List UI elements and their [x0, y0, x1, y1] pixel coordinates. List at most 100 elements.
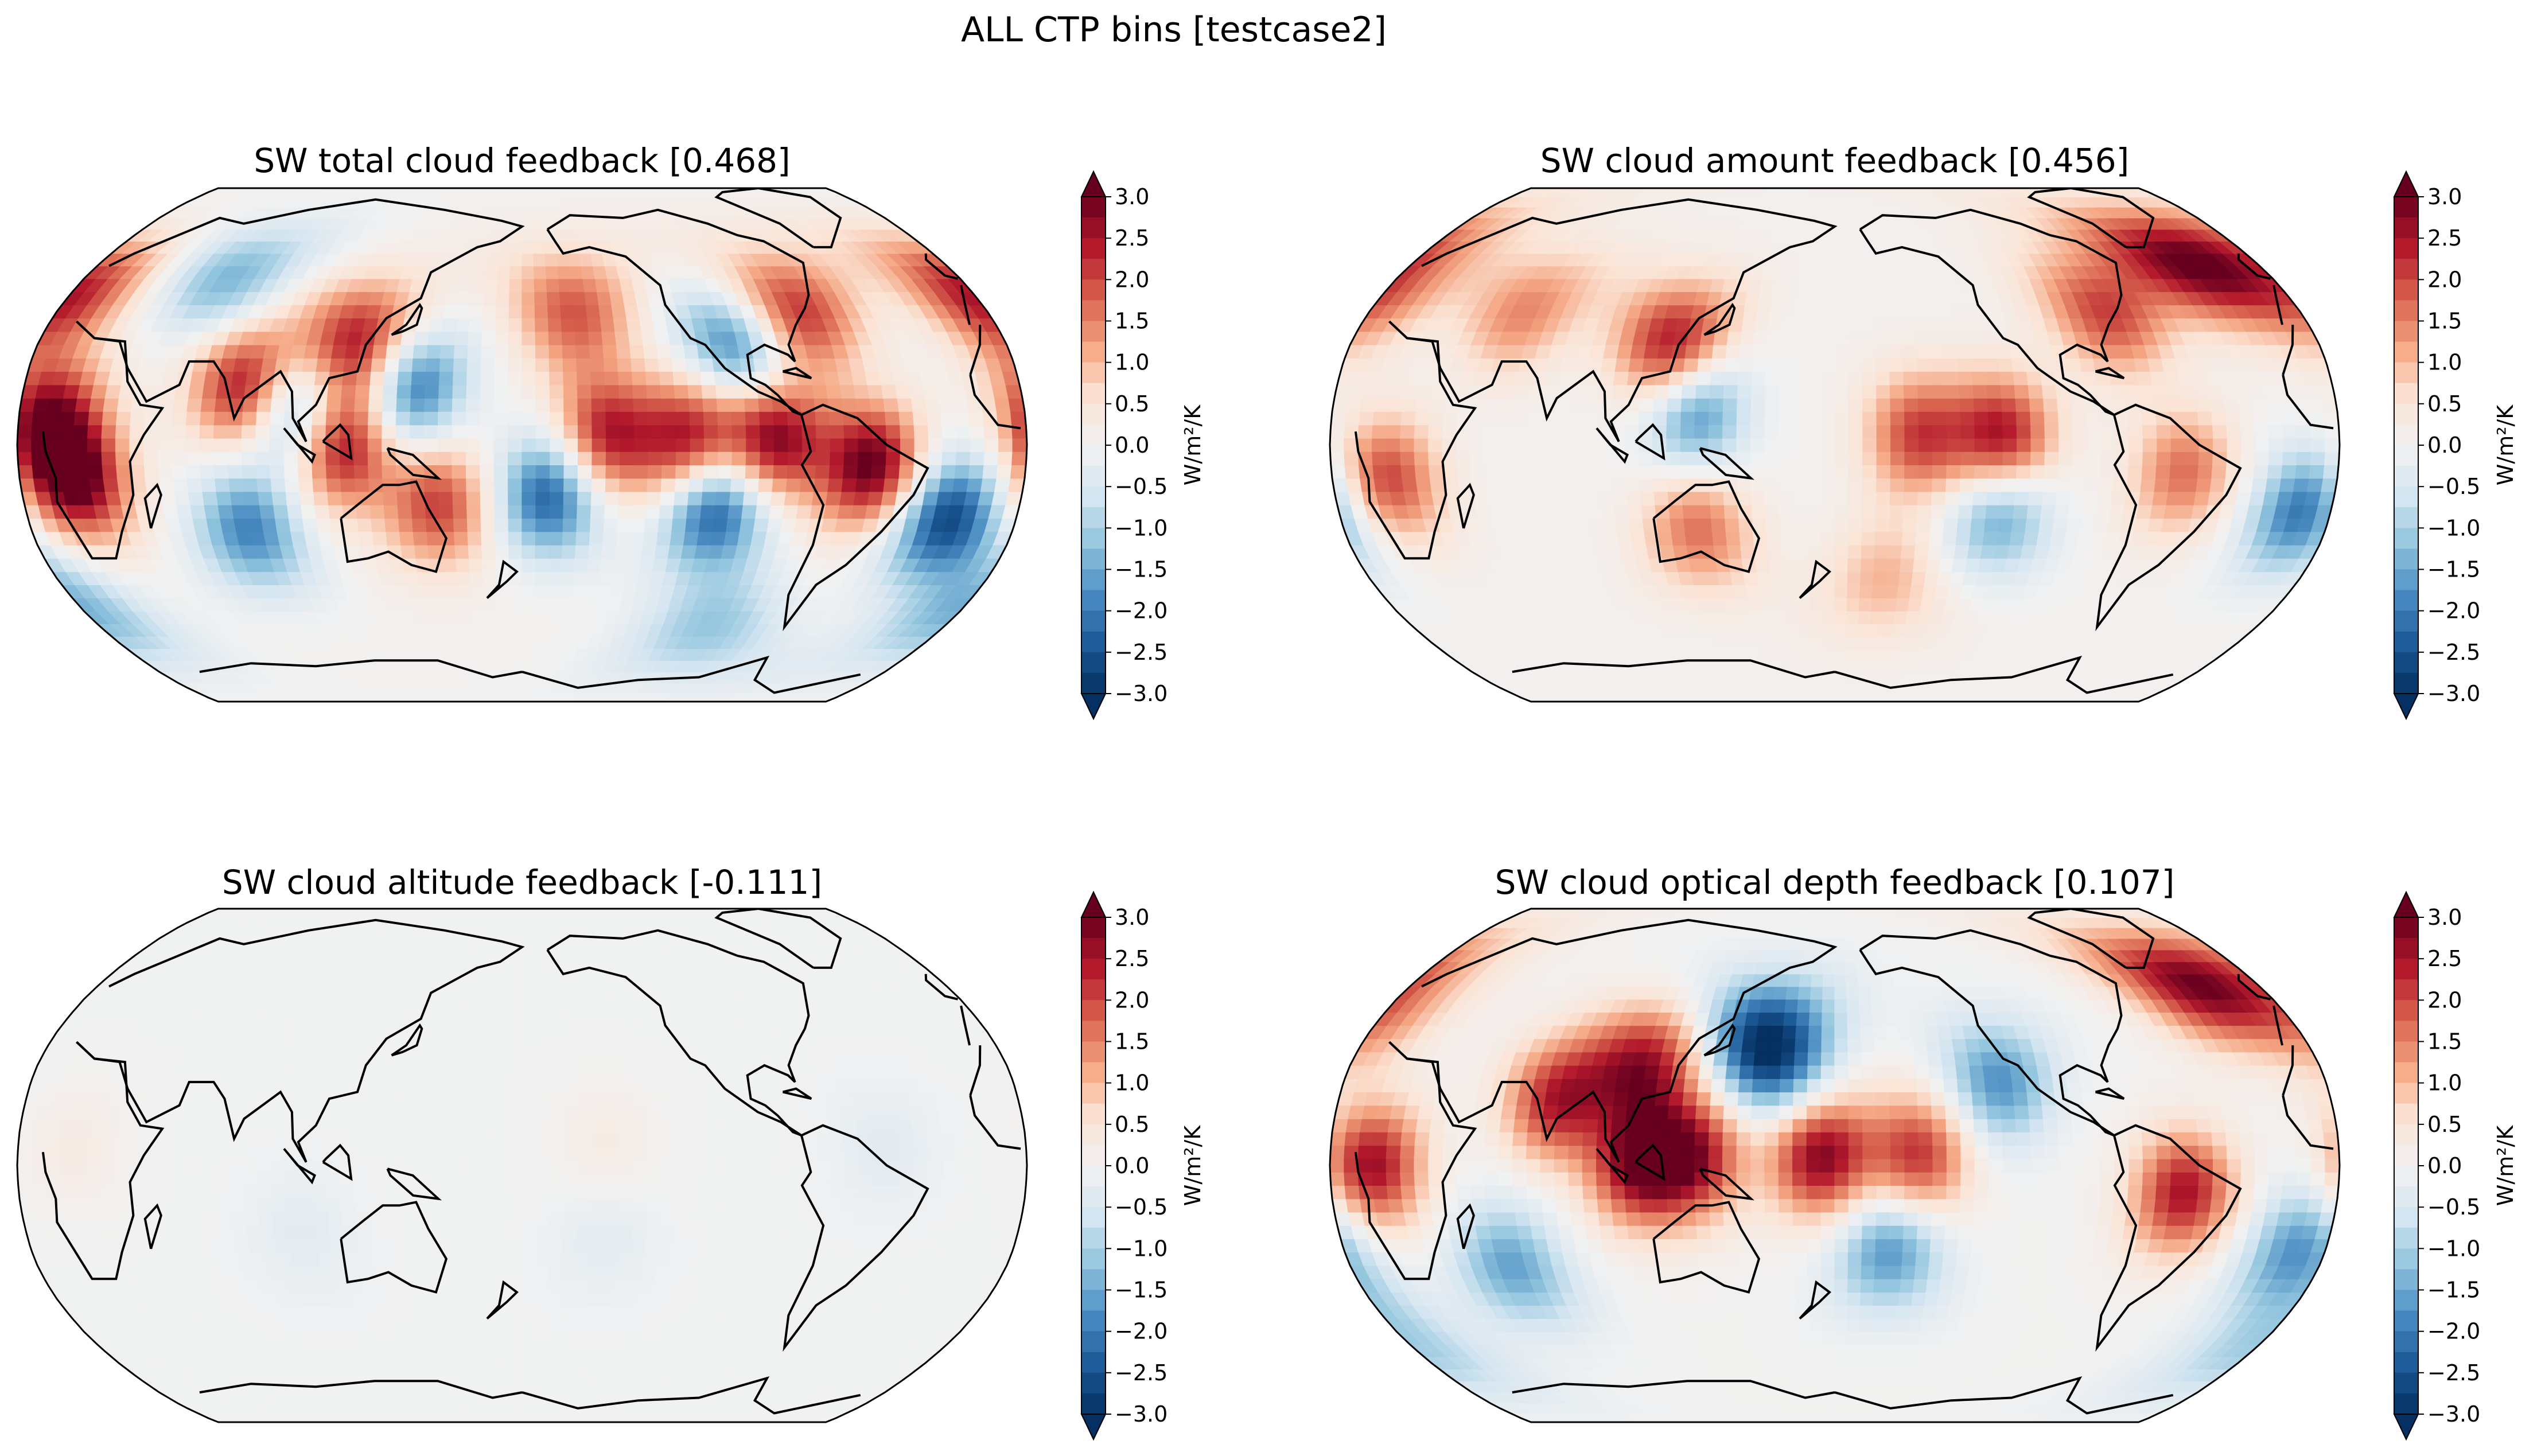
- heatmap-cell: [1987, 398, 2003, 412]
- heatmap-cell: [1558, 371, 1575, 386]
- heatmap-cell: [2015, 464, 2032, 479]
- heatmap-cell: [1737, 398, 1752, 412]
- heatmap-cell: [620, 438, 635, 452]
- heatmap-cell: [717, 424, 733, 439]
- heatmap-cell: [1373, 398, 1391, 412]
- heatmap-cell: [511, 648, 523, 661]
- coastline: [283, 427, 316, 464]
- heatmap-cell: [493, 682, 505, 694]
- heatmap-cell: [1598, 491, 1614, 505]
- heatmap-cell: [745, 411, 761, 426]
- heatmap-cell: [1694, 464, 1710, 479]
- heatmap-cell: [641, 331, 657, 345]
- heatmap-cell: [2001, 398, 2017, 412]
- heatmap-cell: [522, 692, 532, 702]
- heatmap-cell: [1652, 464, 1668, 479]
- heatmap-cell: [450, 623, 466, 637]
- heatmap-cell: [1932, 464, 1947, 479]
- heatmap-cell: [60, 411, 76, 426]
- heatmap-cell: [1974, 464, 1989, 479]
- heatmap-cell: [75, 478, 92, 492]
- heatmap-cell: [535, 317, 549, 332]
- heatmap-cell: [397, 504, 413, 519]
- heatmap-cell: [469, 571, 484, 586]
- heatmap-cell: [563, 438, 579, 452]
- heatmap-cell: [1624, 424, 1640, 439]
- heatmap-cell: [1875, 504, 1890, 519]
- heatmap-cell: [577, 411, 593, 426]
- heatmap-cell: [2324, 451, 2340, 466]
- heatmap-cell: [1596, 464, 1612, 479]
- heatmap-cell: [1862, 478, 1877, 492]
- heatmap-cell: [670, 531, 686, 546]
- heatmap-cell: [545, 266, 559, 279]
- heatmap-cell: [1822, 597, 1835, 612]
- heatmap-cell: [701, 384, 717, 399]
- heatmap-cell: [493, 424, 509, 439]
- heatmap-cell: [1764, 424, 1780, 439]
- heatmap-cell: [970, 438, 985, 452]
- heatmap-cell: [1904, 411, 1920, 426]
- heatmap-cell: [533, 253, 546, 267]
- heatmap-cell: [1917, 398, 1933, 412]
- heatmap-cell: [468, 317, 484, 332]
- heatmap-cell: [1807, 531, 1822, 546]
- heatmap-cell: [1713, 544, 1729, 559]
- heatmap-cell: [434, 597, 450, 612]
- heatmap-cell: [1998, 517, 2014, 532]
- heatmap-cell: [172, 464, 188, 479]
- heatmap-cell: [574, 331, 590, 345]
- heatmap-cell: [204, 504, 221, 519]
- heatmap-cell: [563, 478, 578, 492]
- heatmap-cell: [91, 384, 108, 399]
- heatmap-cell: [2001, 478, 2017, 492]
- heatmap-cell: [453, 517, 468, 532]
- heatmap-cell: [466, 491, 481, 505]
- heatmap-cell: [857, 424, 873, 439]
- heatmap-cell: [941, 451, 957, 466]
- heatmap-cell: [1801, 648, 1814, 661]
- heatmap-cell: [2002, 424, 2018, 439]
- heatmap-cell: [1542, 491, 1559, 505]
- heatmap-cell: [2221, 384, 2239, 399]
- heatmap-cell: [522, 411, 537, 426]
- heatmap-cell: [453, 357, 468, 372]
- heatmap-cell: [1858, 597, 1873, 612]
- heatmap-cell: [344, 531, 361, 546]
- heatmap-cell: [522, 371, 536, 386]
- heatmap-cell: [186, 478, 203, 492]
- heatmap-cell: [659, 504, 675, 519]
- heatmap-cell: [1587, 357, 1604, 372]
- heatmap-cell: [1793, 357, 1808, 372]
- heatmap-cell: [1498, 438, 1513, 452]
- heatmap-cell: [2092, 517, 2110, 532]
- heatmap-cell: [500, 660, 513, 672]
- heatmap-cell: [1834, 584, 1848, 599]
- heatmap-cell: [1683, 357, 1699, 372]
- heatmap-cell: [423, 424, 439, 439]
- heatmap-cell: [1540, 438, 1555, 452]
- heatmap-cell: [1904, 464, 1920, 479]
- heatmap-cell: [173, 478, 189, 492]
- heatmap-cell: [1816, 692, 1827, 702]
- heatmap-cell: [479, 660, 492, 672]
- heatmap-cell: [924, 398, 941, 412]
- heatmap-cell: [343, 517, 359, 532]
- heatmap-cell: [731, 411, 746, 426]
- heatmap-cell: [312, 411, 327, 426]
- heatmap-cell: [231, 504, 248, 519]
- heatmap-cell: [622, 188, 640, 198]
- heatmap-cell: [1779, 371, 1794, 386]
- heatmap-cell: [484, 597, 499, 612]
- heatmap-cell: [341, 491, 357, 505]
- heatmap-cell: [2127, 464, 2143, 479]
- heatmap-cell: [2016, 424, 2032, 439]
- heatmap-cell: [509, 278, 523, 293]
- heatmap-cell: [2096, 384, 2114, 399]
- heatmap-cell: [587, 317, 602, 332]
- heatmap-cell: [1372, 464, 1389, 479]
- coastline: [322, 423, 353, 461]
- heatmap-cell: [2212, 424, 2228, 439]
- heatmap-cell: [884, 464, 901, 479]
- heatmap-cell: [571, 584, 587, 599]
